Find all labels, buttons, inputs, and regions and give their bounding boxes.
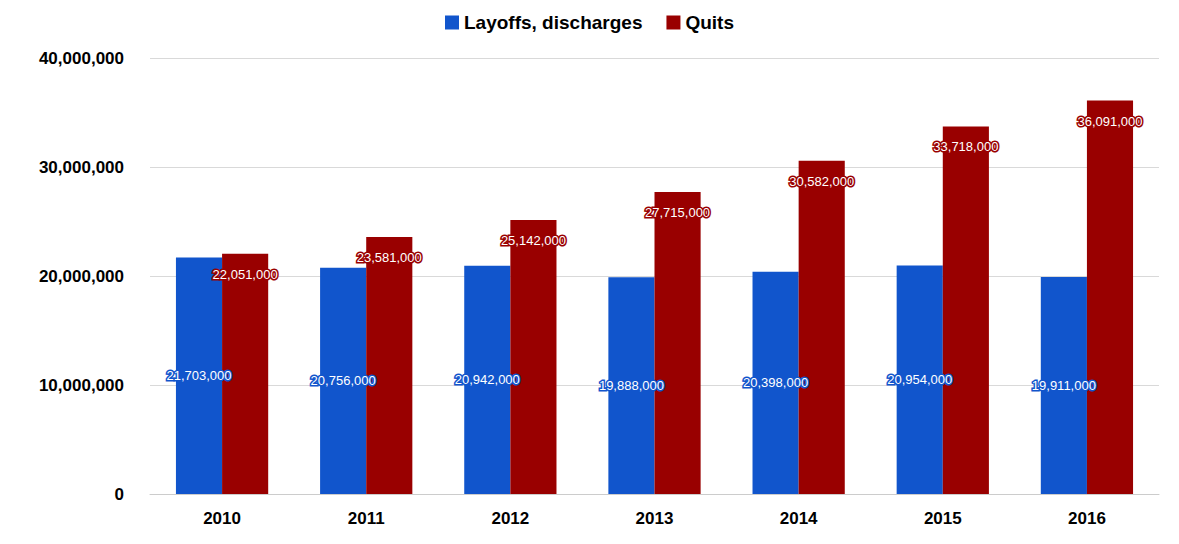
svg-text:2014: 2014 xyxy=(780,509,818,528)
svg-text:36,091,000: 36,091,000 xyxy=(1077,114,1142,129)
svg-text:20,756,000: 20,756,000 xyxy=(311,373,376,388)
svg-text:19,911,000: 19,911,000 xyxy=(1032,378,1096,393)
svg-text:30,582,000: 30,582,000 xyxy=(789,174,854,189)
svg-text:Layoffs, discharges: Layoffs, discharges xyxy=(464,12,642,33)
svg-text:25,142,000: 25,142,000 xyxy=(501,233,566,248)
svg-text:40,000,000: 40,000,000 xyxy=(39,49,124,68)
svg-text:20,954,000: 20,954,000 xyxy=(887,372,952,387)
svg-text:Quits: Quits xyxy=(685,12,734,33)
svg-text:2016: 2016 xyxy=(1068,509,1106,528)
svg-text:19,888,000: 19,888,000 xyxy=(599,378,664,393)
svg-text:21,703,000: 21,703,000 xyxy=(166,368,231,383)
svg-text:10,000,000: 10,000,000 xyxy=(39,376,124,395)
svg-text:20,942,000: 20,942,000 xyxy=(455,372,520,387)
svg-text:0: 0 xyxy=(115,485,124,504)
svg-text:27,715,000: 27,715,000 xyxy=(645,205,710,220)
svg-text:2010: 2010 xyxy=(203,509,241,528)
svg-text:2012: 2012 xyxy=(491,509,529,528)
svg-text:33,718,000: 33,718,000 xyxy=(933,139,998,154)
svg-text:2013: 2013 xyxy=(636,509,674,528)
svg-text:23,581,000: 23,581,000 xyxy=(357,250,422,265)
svg-text:20,398,000: 20,398,000 xyxy=(743,375,808,390)
svg-text:22,051,000: 22,051,000 xyxy=(213,267,278,282)
svg-text:2015: 2015 xyxy=(924,509,962,528)
svg-text:20,000,000: 20,000,000 xyxy=(39,267,124,286)
svg-text:2011: 2011 xyxy=(348,509,385,528)
svg-text:30,000,000: 30,000,000 xyxy=(39,158,124,177)
